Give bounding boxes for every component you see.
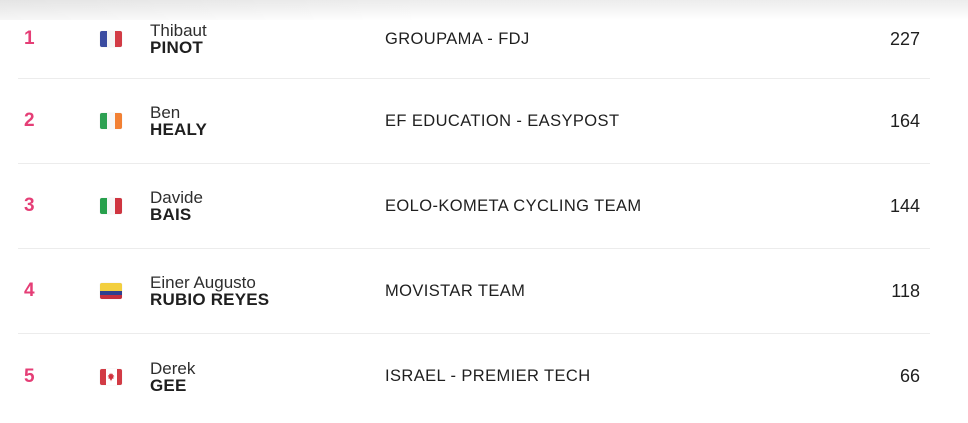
team-name: EOLO-KOMETA CYCLING TEAM	[385, 196, 642, 215]
rider-last-name: HEALY	[150, 120, 208, 139]
rider-name-link[interactable]: Davide BAIS	[150, 189, 385, 223]
maple-leaf-icon	[106, 372, 116, 382]
points-value: 227	[889, 28, 920, 49]
flag-italy-icon	[100, 198, 122, 214]
rider-name-link[interactable]: Ben HEALY	[150, 104, 385, 138]
team-name: EF EDUCATION - EASYPOST	[385, 111, 620, 130]
rank-number: 1	[24, 28, 35, 49]
ranking-row-4[interactable]: 4 Einer Augusto RUBIO REYES MOVISTAR TEA…	[18, 249, 930, 334]
flag-france-icon	[100, 31, 122, 47]
points-value: 164	[889, 110, 920, 131]
flag-cell	[100, 368, 150, 385]
points-value: 118	[891, 280, 920, 301]
rider-name-link[interactable]: Derek GEE	[150, 360, 385, 394]
rider-first-name: Einer Augusto	[150, 273, 256, 292]
ranking-row-5[interactable]: 5 Derek GEE ISRAEL - PREMIER TECH 66	[18, 334, 930, 419]
points-value: 66	[899, 366, 920, 386]
rank-number: 4	[24, 280, 35, 301]
flag-cell	[100, 283, 150, 299]
team-name: ISRAEL - PREMIER TECH	[385, 367, 591, 385]
ranking-table: 1 Thibaut PINOT GROUPAMA - FDJ 227 2 Ben…	[18, 0, 930, 419]
rank-number: 2	[24, 110, 35, 131]
ranking-row-2[interactable]: 2 Ben HEALY EF EDUCATION - EASYPOST 164	[18, 79, 930, 164]
rider-first-name: Ben	[150, 103, 181, 122]
rider-name-link[interactable]: Thibaut PINOT	[150, 22, 385, 56]
flag-cell	[100, 198, 150, 214]
rank-number: 5	[24, 365, 35, 387]
flag-colombia-icon	[100, 283, 122, 299]
flag-cell	[100, 113, 150, 129]
team-name: GROUPAMA - FDJ	[385, 29, 530, 48]
flag-canada-icon	[100, 368, 122, 385]
ranking-row-3[interactable]: 3 Davide BAIS EOLO-KOMETA CYCLING TEAM 1…	[18, 164, 930, 249]
rider-last-name: RUBIO REYES	[150, 290, 270, 309]
team-name: MOVISTAR TEAM	[385, 281, 526, 300]
rider-first-name: Thibaut	[150, 21, 207, 40]
flag-ireland-icon	[100, 113, 122, 129]
rider-first-name: Derek	[150, 358, 196, 378]
ranking-row-1[interactable]: 1 Thibaut PINOT GROUPAMA - FDJ 227	[18, 0, 930, 79]
rider-last-name: BAIS	[150, 205, 192, 224]
rank-number: 3	[24, 195, 35, 216]
points-value: 144	[889, 195, 920, 216]
rider-last-name: GEE	[150, 375, 187, 395]
rider-name-link[interactable]: Einer Augusto RUBIO REYES	[150, 274, 385, 308]
rider-first-name: Davide	[150, 188, 203, 207]
flag-cell	[100, 31, 150, 47]
rider-last-name: PINOT	[150, 38, 203, 57]
